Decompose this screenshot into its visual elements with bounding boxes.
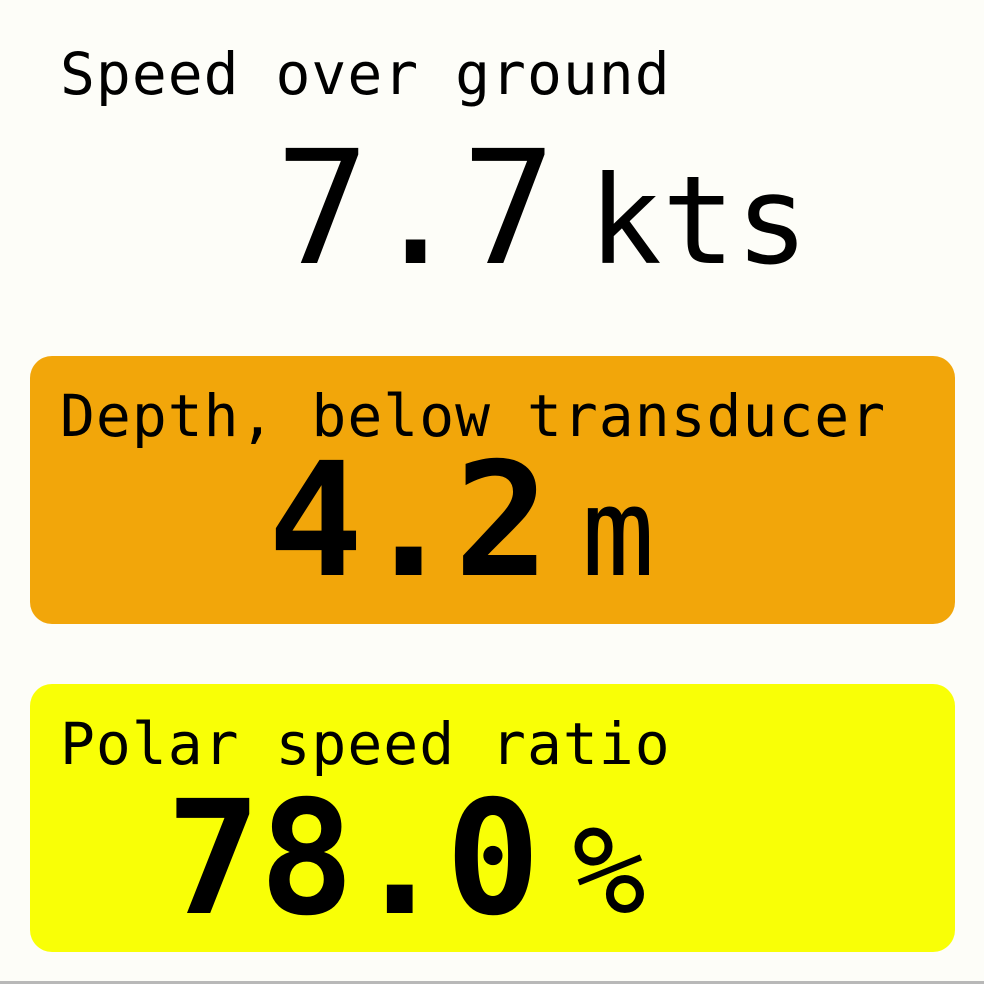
speed-over-ground-label: Speed over ground bbox=[60, 40, 671, 108]
speed-over-ground-unit: kts bbox=[588, 150, 809, 292]
depth-panel: Depth, below transducer 4.2 m bbox=[30, 356, 955, 624]
depth-reading: 4.2 m bbox=[268, 436, 655, 655]
polar-speed-ratio-value: 78.0 bbox=[166, 767, 540, 951]
depth-value: 4.2 bbox=[268, 429, 549, 613]
polar-speed-ratio-unit: % bbox=[572, 800, 646, 942]
depth-unit: m bbox=[581, 462, 655, 604]
polar-speed-ratio-label: Polar speed ratio bbox=[60, 710, 671, 778]
speed-over-ground-value: 7.7 bbox=[275, 117, 556, 301]
depth-label: Depth, below transducer bbox=[60, 382, 887, 450]
speed-over-ground-panel: Speed over ground 7.7 kts bbox=[30, 14, 955, 294]
polar-speed-ratio-reading: 78.0% bbox=[166, 774, 646, 984]
polar-speed-ratio-panel: Polar speed ratio 78.0% bbox=[30, 684, 955, 952]
speed-over-ground-reading: 7.7 kts bbox=[275, 124, 809, 343]
